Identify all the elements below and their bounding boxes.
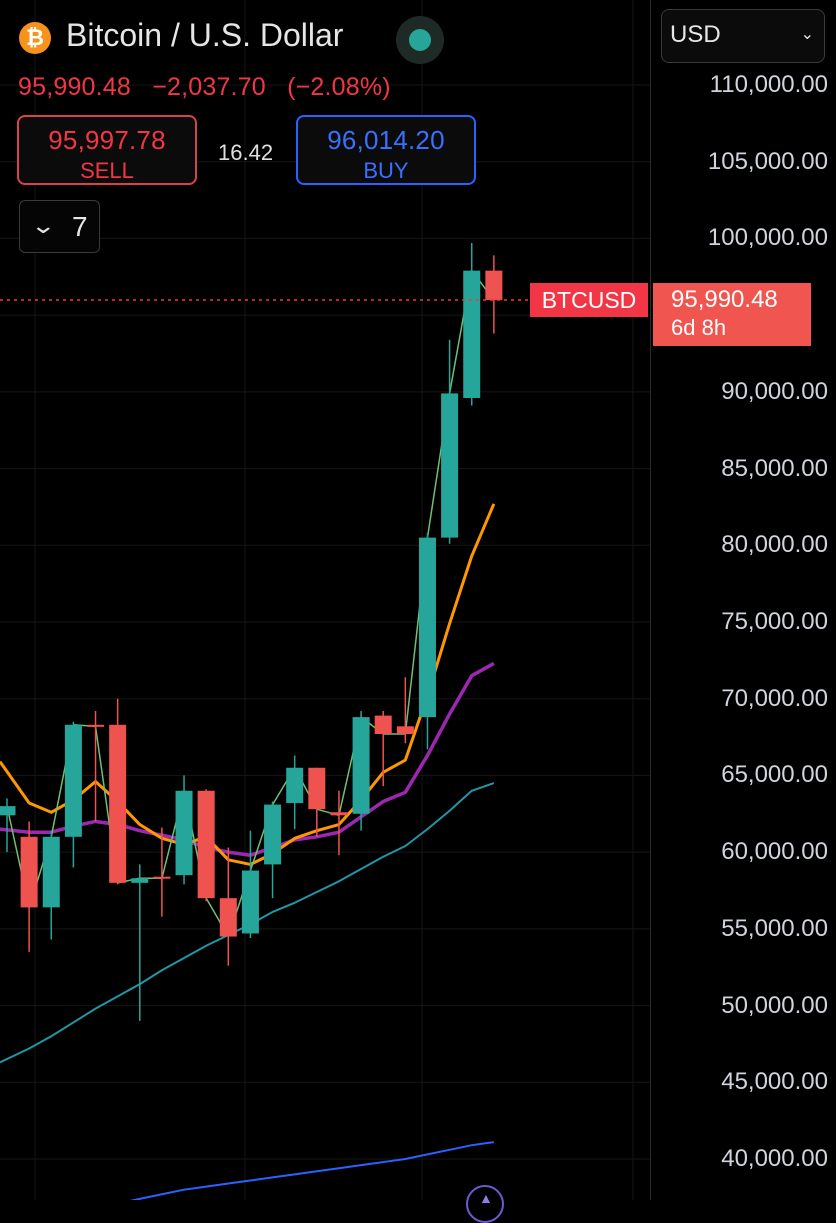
price-axis-label: 55,000.00: [721, 914, 828, 942]
sell-label: SELL: [80, 158, 134, 183]
candle-body: [330, 812, 348, 816]
candle-up: [175, 775, 193, 885]
price-change: −2,037.70: [152, 73, 266, 101]
price-axis-label: 50,000.00: [721, 991, 828, 1019]
symbol-price-tag: BTCUSD: [530, 282, 648, 317]
indicators-toggle-button[interactable]: ⌄ 7: [19, 200, 100, 253]
current-price-value: 95,990.48: [671, 285, 778, 313]
price-axis-label: 70,000.00: [721, 684, 828, 712]
candle-down: [87, 710, 105, 822]
candle-countdown: 6d 8h: [671, 314, 727, 340]
candle-up: [463, 243, 481, 406]
price-axis-label: 100,000.00: [707, 224, 828, 252]
price-axis-label: 110,000.00: [709, 71, 828, 98]
candle-body: [396, 726, 414, 735]
candle-down: [219, 847, 237, 966]
currency-value: USD: [670, 21, 721, 48]
currency-select[interactable]: USD ⌄: [661, 9, 825, 63]
market-open-dot-icon: [409, 29, 431, 51]
chevron-down-icon: ⌄: [800, 26, 814, 43]
price-summary: 95,990.48 −2,037.70 (−2.08%): [18, 73, 405, 102]
last-price: 95,990.48: [18, 73, 132, 101]
candle-body: [485, 270, 503, 300]
candle-down: [374, 710, 392, 787]
price-axis-label: 105,000.00: [707, 147, 828, 175]
candle-body: [241, 870, 259, 934]
sell-button[interactable]: 95,997.78 SELL: [17, 115, 197, 185]
current-price-tag: 95,990.48 6d 8h: [653, 282, 811, 346]
candle-body: [352, 717, 370, 814]
candle-body: [463, 270, 481, 398]
navigation-arrow-icon[interactable]: ▲: [466, 1185, 504, 1223]
candle-up: [352, 710, 370, 831]
candle-up: [42, 830, 60, 940]
price-axis-label: 65,000.00: [721, 761, 828, 789]
bitcoin-logo-icon: ₿: [19, 22, 51, 54]
candle-body: [131, 878, 149, 883]
price-axis-label: 45,000.00: [721, 1068, 828, 1096]
candle-up: [131, 864, 149, 1021]
candle-body: [87, 724, 105, 727]
symbol-title[interactable]: Bitcoin / U.S. Dollar: [66, 17, 344, 53]
sell-price: 95,997.78: [48, 125, 166, 155]
candle-down: [153, 827, 171, 917]
candle-body: [418, 537, 436, 718]
indicators-count: 7: [72, 211, 88, 242]
price-change-percent: (−2.08%): [287, 73, 391, 101]
ma-200-line: [129, 1141, 494, 1200]
buy-label: BUY: [363, 158, 409, 183]
candle-body: [374, 715, 392, 735]
candle-up: [64, 721, 82, 868]
candle-up: [441, 339, 459, 544]
candle-down: [197, 789, 215, 902]
chevron-down-icon: ⌄: [30, 213, 57, 238]
candle-body: [286, 767, 304, 804]
candle-body: [197, 790, 215, 899]
candle-down: [485, 255, 503, 334]
candle-body: [42, 836, 60, 908]
candle-up: [418, 533, 436, 750]
buy-price: 96,014.20: [327, 125, 445, 155]
candle-body: [109, 724, 127, 883]
price-axis-label: 60,000.00: [721, 838, 828, 866]
price-axis-label: 80,000.00: [721, 531, 828, 559]
buy-button[interactable]: 96,014.20 BUY: [296, 115, 476, 185]
candle-up: [286, 755, 304, 830]
candle-down: [109, 698, 127, 885]
candle-down: [330, 790, 348, 856]
candle-body: [153, 876, 171, 879]
candle-down: [308, 767, 326, 837]
chart-header: ₿ Bitcoin / U.S. Dollar 95,990.48 −2,037…: [0, 0, 650, 260]
candle-body: [64, 724, 82, 837]
candle-down: [396, 677, 414, 744]
price-axis[interactable]: 110,000.00 105,000.00 100,000.00 90,000.00 8…: [650, 0, 836, 1200]
market-status-indicator[interactable]: [396, 16, 444, 64]
candle-up: [241, 830, 259, 939]
candle-body: [308, 767, 326, 810]
price-axis-label: 75,000.00: [721, 608, 828, 635]
candle-body: [441, 393, 459, 538]
candle-body: [264, 804, 282, 865]
price-axis-label: 40,000.00: [721, 1145, 828, 1172]
price-axis-label: 90,000.00: [721, 377, 828, 405]
candle-body: [0, 806, 16, 816]
candle-down: [20, 821, 38, 952]
candle-up: [0, 798, 16, 853]
candle-body: [175, 790, 193, 876]
price-axis-label: 85,000.00: [721, 454, 828, 482]
candle-up: [264, 801, 282, 899]
spread-value: 16.42: [218, 140, 274, 165]
candle-body: [219, 898, 237, 937]
candles: [0, 243, 503, 1021]
candlestick-chart[interactable]: [0, 0, 650, 1200]
candle-body: [20, 836, 38, 908]
